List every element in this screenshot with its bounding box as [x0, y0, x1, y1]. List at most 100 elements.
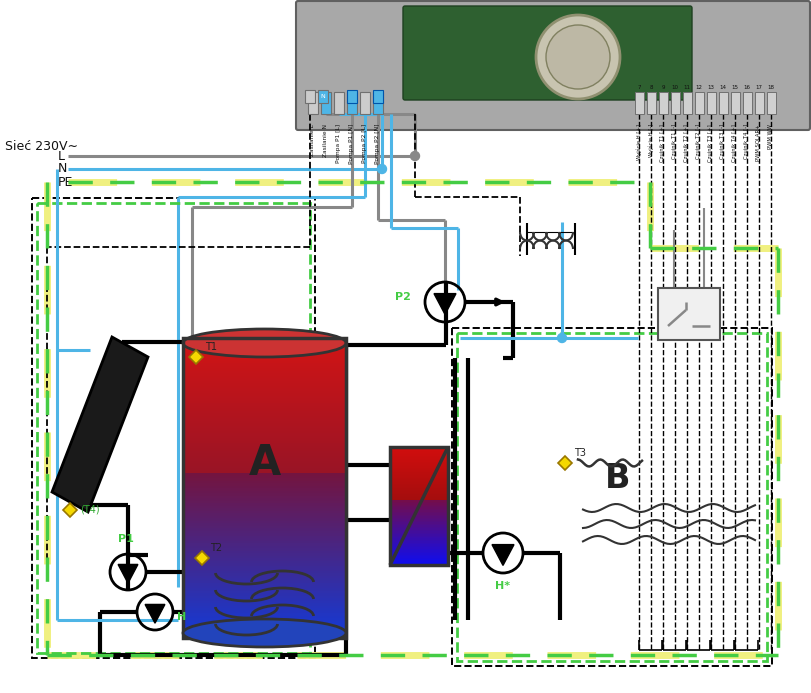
Bar	[389, 463, 448, 466]
Bar	[182, 581, 345, 584]
Bar	[766, 92, 775, 114]
Bar	[389, 511, 448, 513]
Bar	[389, 544, 448, 547]
Bar	[389, 538, 448, 541]
Bar	[182, 418, 345, 421]
Bar	[389, 478, 448, 480]
Bar	[389, 503, 448, 505]
Bar	[389, 546, 448, 548]
Bar	[182, 471, 345, 474]
Bar	[389, 537, 448, 539]
Bar	[182, 405, 345, 409]
Bar	[182, 360, 345, 364]
Bar	[182, 475, 345, 479]
Text: 15: 15	[731, 85, 737, 90]
Bar	[389, 453, 448, 455]
Bar	[389, 514, 448, 516]
Bar	[389, 540, 448, 543]
Bar	[318, 90, 328, 103]
Bar	[389, 481, 448, 484]
Bar	[182, 503, 345, 507]
Bar	[182, 426, 345, 429]
Bar	[682, 92, 691, 114]
Bar	[389, 502, 448, 504]
Bar	[182, 595, 345, 599]
Bar	[182, 558, 345, 561]
Bar	[182, 620, 345, 624]
Bar	[389, 532, 448, 535]
Text: Pompa P2 [L]: Pompa P2 [L]	[362, 124, 367, 164]
Bar	[389, 554, 448, 557]
Bar	[359, 92, 370, 114]
Bar	[182, 518, 345, 522]
Bar	[182, 573, 345, 577]
Bar	[389, 465, 448, 467]
Bar	[389, 527, 448, 529]
Bar	[182, 473, 345, 477]
Bar	[389, 477, 448, 479]
Text: Wyjście H [-]: Wyjście H [-]	[647, 124, 653, 157]
Text: PWM WW: PWM WW	[767, 124, 773, 149]
Bar	[389, 524, 448, 526]
Bar	[389, 552, 448, 554]
Bar	[182, 513, 345, 516]
Text: Czujnik T2 [+]: Czujnik T2 [+]	[684, 124, 689, 162]
Bar	[182, 443, 345, 446]
Text: Czujnik T2 [-]: Czujnik T2 [-]	[696, 124, 701, 159]
Polygon shape	[433, 294, 456, 315]
Bar	[182, 453, 345, 457]
Bar	[182, 565, 345, 569]
Polygon shape	[491, 545, 513, 565]
Bar	[389, 494, 448, 497]
Bar	[182, 410, 345, 414]
Bar	[372, 92, 383, 114]
Text: N: N	[320, 94, 325, 98]
Bar	[182, 531, 345, 534]
Circle shape	[410, 152, 419, 161]
Bar	[389, 495, 448, 498]
Text: Czujnik T3 [+]: Czujnik T3 [+]	[708, 124, 713, 161]
Bar	[182, 385, 345, 389]
Bar	[182, 463, 345, 466]
Text: L: L	[58, 150, 65, 162]
Bar	[182, 520, 345, 524]
Text: Sieć 230V∼: Sieć 230V∼	[5, 140, 78, 153]
Bar	[389, 493, 448, 495]
Bar	[389, 484, 448, 486]
Bar	[182, 608, 345, 611]
Bar	[389, 515, 448, 518]
Text: P2: P2	[395, 292, 410, 302]
Text: Pompa P2 [N]: Pompa P2 [N]	[375, 124, 380, 164]
Bar	[182, 428, 345, 432]
Bar	[389, 556, 448, 559]
Bar	[182, 611, 345, 614]
Bar	[389, 455, 448, 457]
Bar	[182, 500, 345, 504]
Bar	[182, 371, 345, 374]
Bar	[182, 353, 345, 356]
Circle shape	[377, 164, 386, 173]
Bar	[742, 92, 751, 114]
Bar	[182, 523, 345, 527]
Bar	[182, 590, 345, 594]
Bar	[457, 333, 766, 661]
Text: 8: 8	[649, 85, 652, 90]
Bar	[182, 388, 345, 392]
Bar	[659, 92, 667, 114]
Bar	[670, 92, 679, 114]
Text: B: B	[604, 462, 630, 495]
Bar	[182, 561, 345, 564]
Bar	[182, 376, 345, 379]
Text: PWM SOLAR+: PWM SOLAR+	[756, 124, 761, 161]
Text: A: A	[248, 442, 281, 484]
Bar	[718, 92, 727, 114]
Bar	[389, 563, 448, 566]
Bar	[182, 548, 345, 552]
Bar	[389, 472, 448, 475]
Bar	[182, 545, 345, 549]
Bar	[32, 198, 315, 658]
Bar	[182, 438, 345, 441]
Bar	[182, 583, 345, 586]
Bar	[389, 562, 448, 565]
Text: 13: 13	[706, 85, 714, 90]
